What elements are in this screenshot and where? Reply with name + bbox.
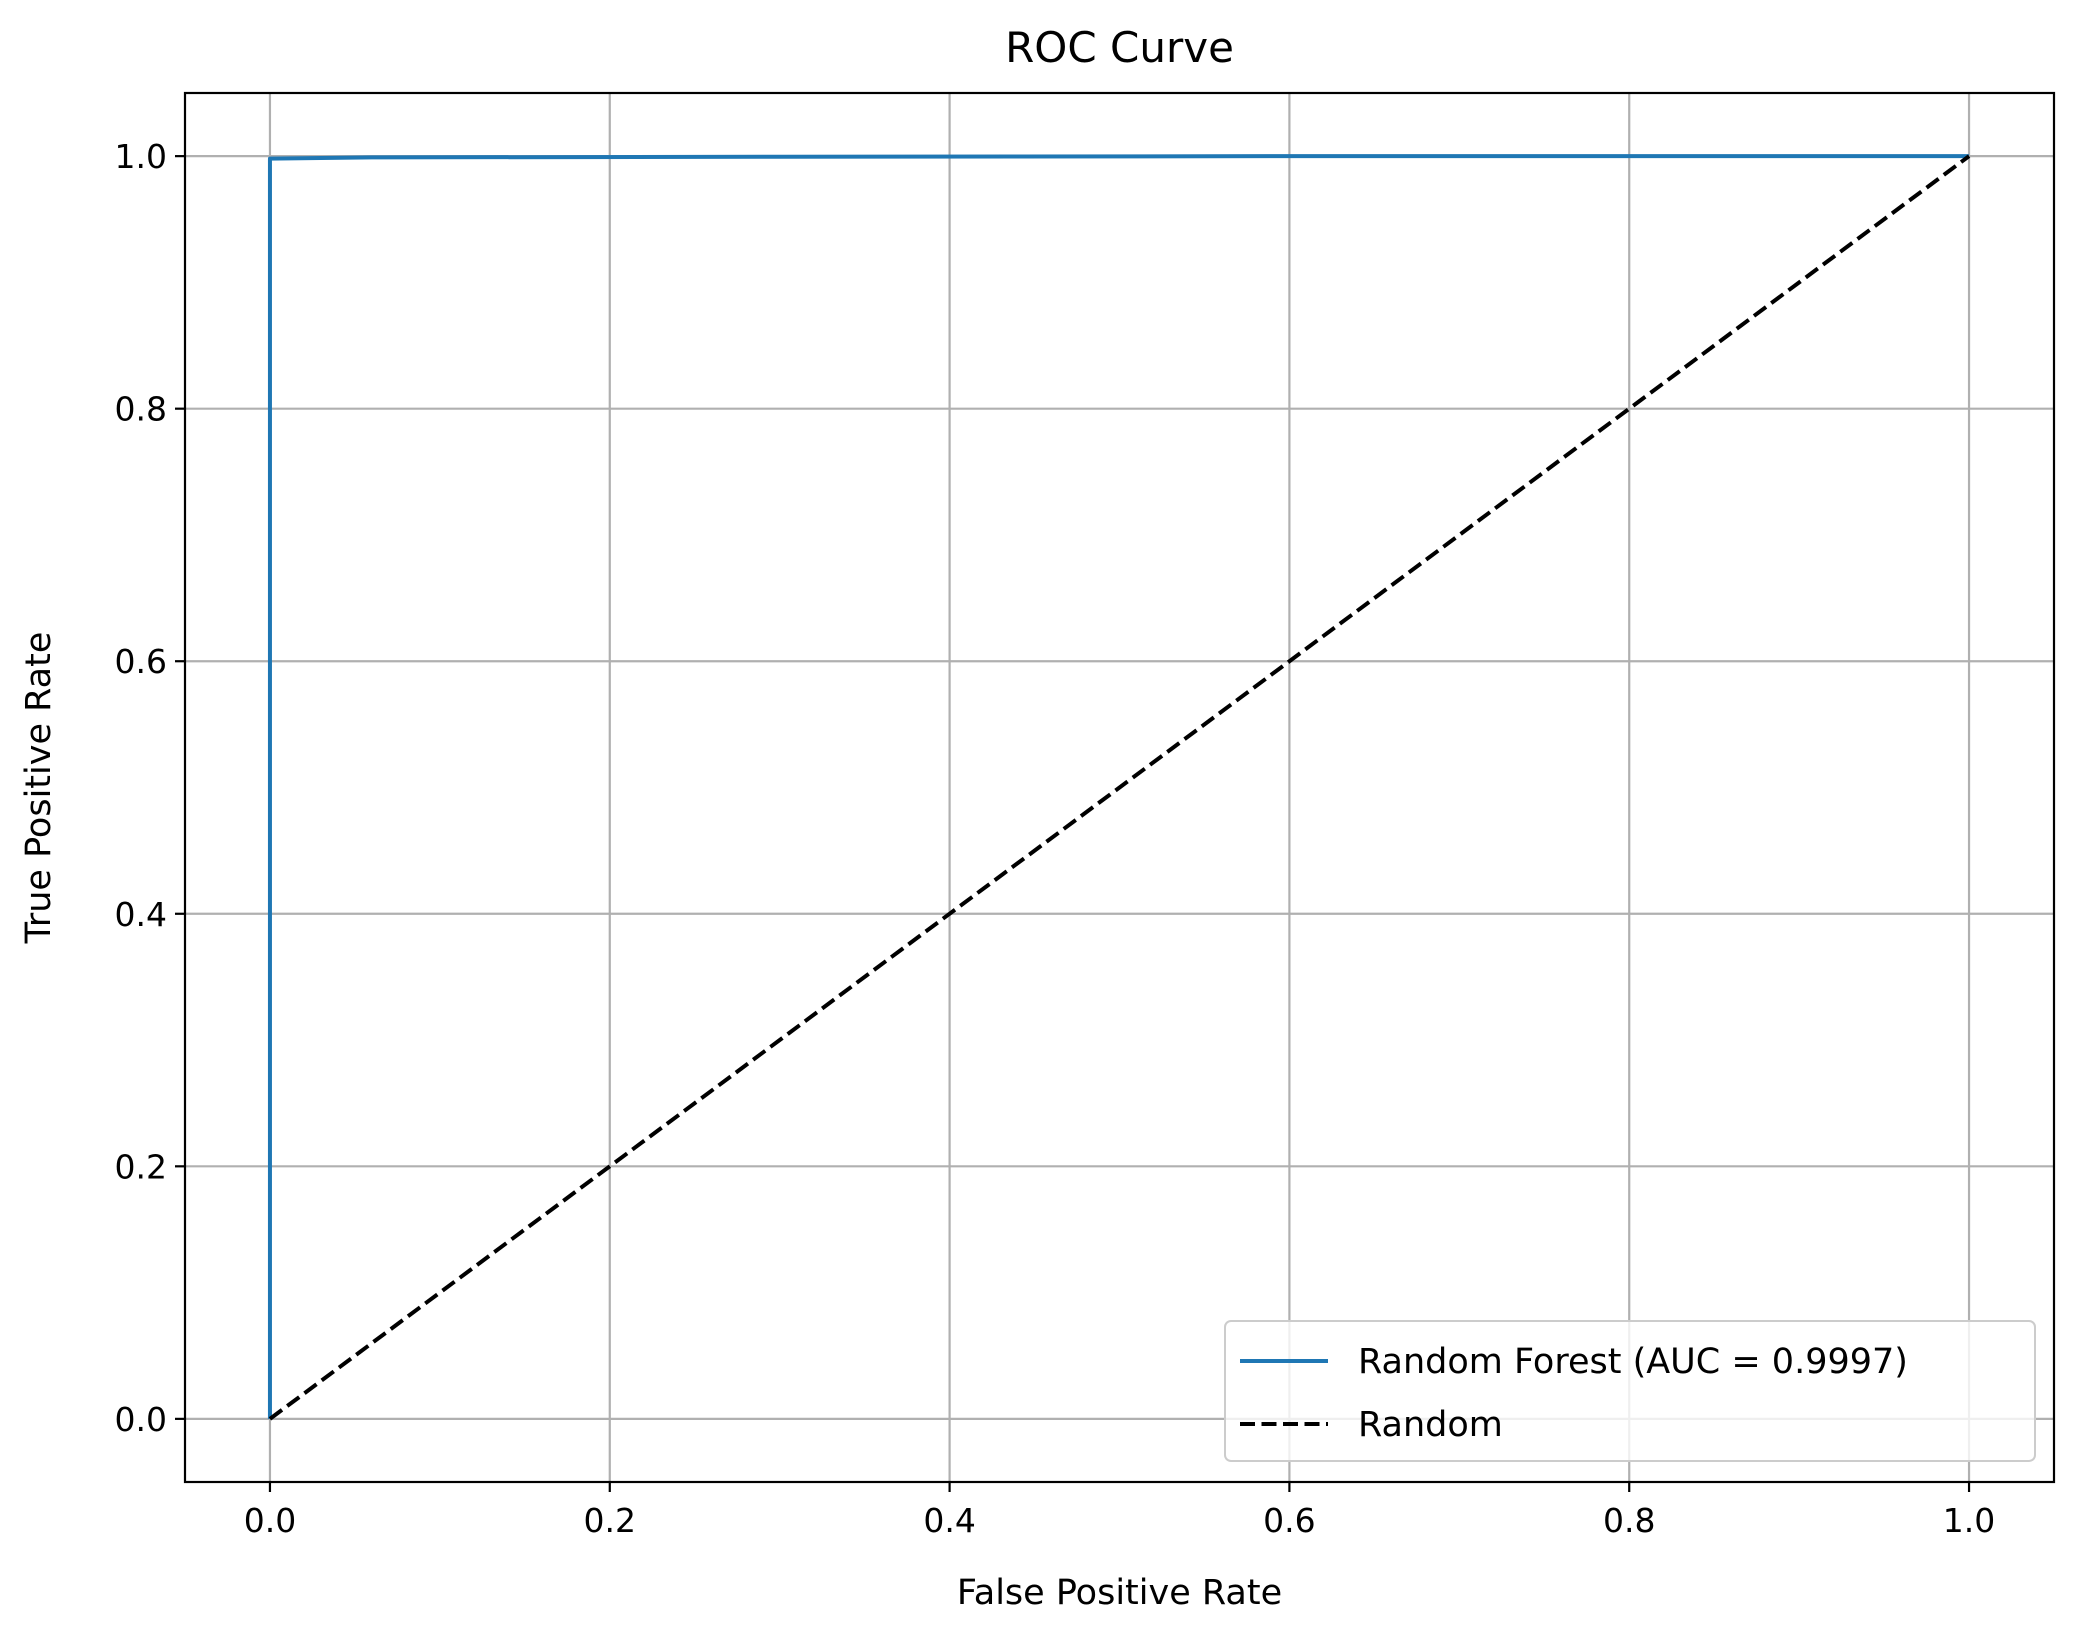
y-tick-label: 0.2 bbox=[115, 1147, 167, 1186]
chart-title: ROC Curve bbox=[1005, 23, 1234, 72]
legend-box bbox=[1224, 1320, 2036, 1462]
series-lines bbox=[267, 154, 1971, 1421]
legend-label-random-forest: Random Forest (AUC = 0.9997) bbox=[1358, 1342, 1908, 1382]
series-line-0 bbox=[267, 154, 1970, 1419]
axis-ticks: 0.0 0.2 0.4 0.6 0.8 1.0 0.0 0.2 0.4 0.6 0.8 1.0 bbox=[115, 137, 1996, 1540]
y-tick-label: 0.8 bbox=[115, 390, 167, 429]
y-tick-label: 1.0 bbox=[115, 137, 167, 176]
y-tick-label: 0.0 bbox=[115, 1400, 167, 1439]
x-tick-label: 0.4 bbox=[923, 1501, 975, 1540]
series-line-1 bbox=[268, 154, 1971, 1421]
y-tick-label: 0.4 bbox=[115, 895, 167, 934]
y-axis-label: True Positive Rate bbox=[19, 632, 59, 945]
plot-frame bbox=[183, 91, 2056, 1484]
legend: Random Forest (AUC = 0.9997) Random bbox=[1224, 1320, 2036, 1462]
legend-label-random: Random bbox=[1358, 1405, 1503, 1445]
x-axis-label: False Positive Rate bbox=[957, 1573, 1282, 1613]
x-tick-label: 0.0 bbox=[244, 1501, 296, 1540]
x-tick-label: 0.2 bbox=[584, 1501, 636, 1540]
x-tick-label: 0.6 bbox=[1263, 1501, 1315, 1540]
x-tick-label: 0.8 bbox=[1603, 1501, 1655, 1540]
y-tick-label: 0.6 bbox=[115, 642, 167, 681]
grid-lines bbox=[185, 93, 2054, 1482]
x-tick-label: 1.0 bbox=[1943, 1501, 1995, 1540]
